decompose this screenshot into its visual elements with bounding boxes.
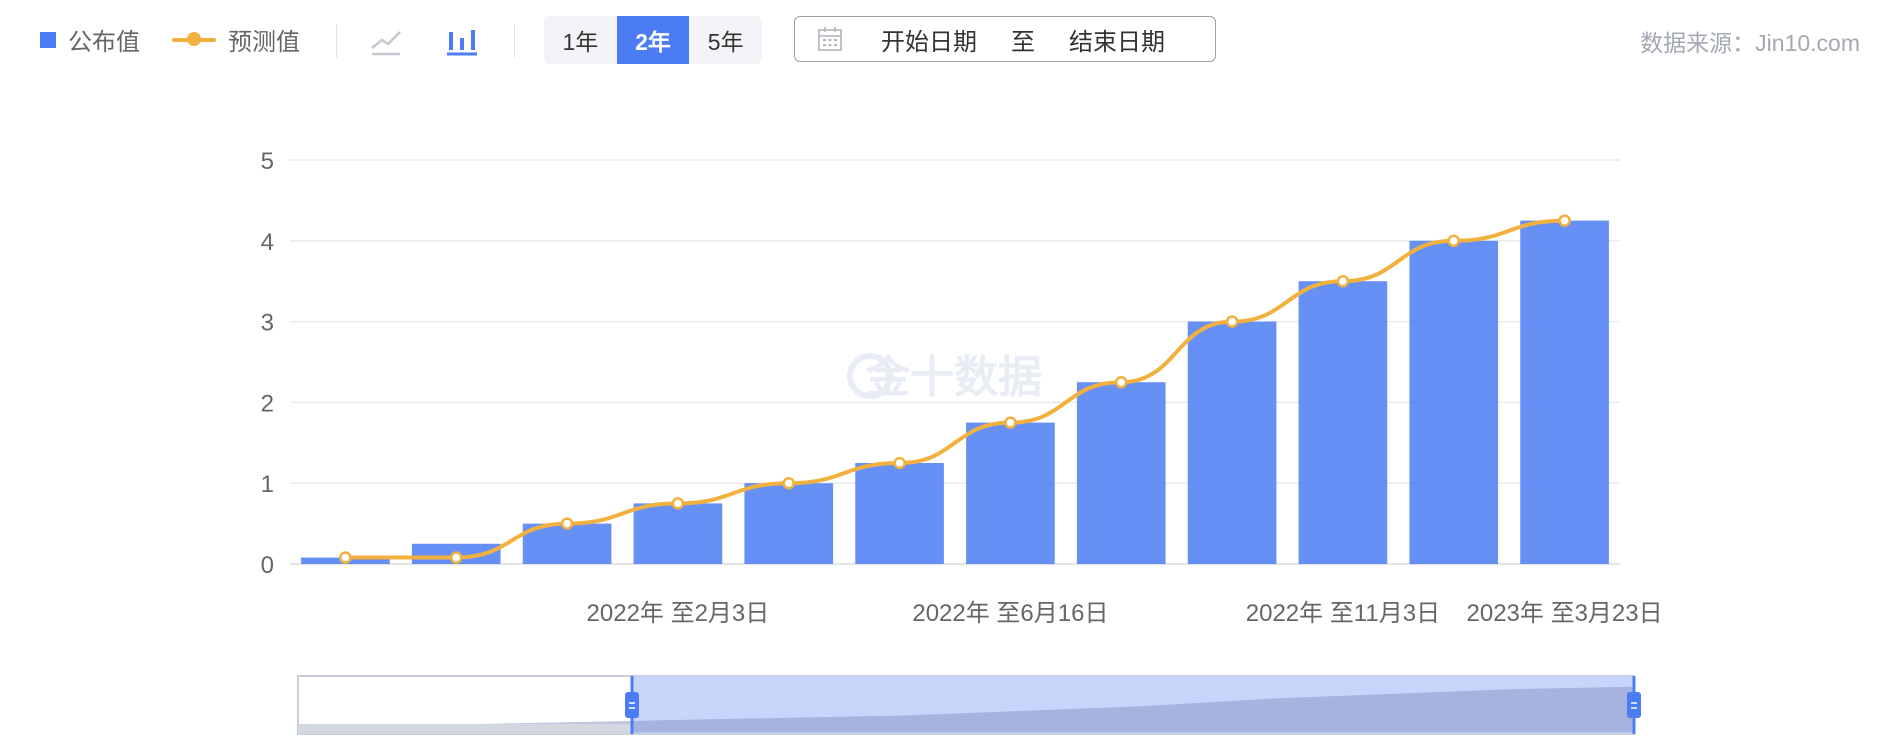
y-tick-label: 2 — [261, 390, 274, 417]
bar-actual-10[interactable] — [1298, 281, 1388, 564]
bar-actual-11[interactable] — [1409, 240, 1499, 565]
zoom-slider-outside-area — [298, 724, 632, 734]
legend-bar-swatch — [40, 31, 56, 48]
bar-actual-6[interactable] — [855, 463, 944, 564]
watermark-text: 金十数据 — [865, 352, 1042, 403]
y-tick-label: 1 — [261, 471, 274, 498]
legend-item-forecast[interactable]: 预测值 — [172, 22, 300, 57]
bar-actual-9[interactable] — [1187, 321, 1277, 564]
legend-label-forecast: 预测值 — [228, 29, 300, 56]
forecast-point-6[interactable] — [893, 456, 906, 470]
x-tick-label: 2022年 至2月3日 — [587, 600, 770, 627]
y-tick-label: 0 — [261, 552, 274, 579]
y-tick-label: 3 — [261, 310, 274, 337]
x-tick-label: 2022年 至6月16日 — [912, 600, 1108, 627]
range-selector: 1年 2年 5年 — [544, 16, 762, 64]
zoom-end-handle[interactable] — [1627, 692, 1641, 718]
range-1y-button[interactable]: 1年 — [562, 29, 599, 55]
start-date-field[interactable]: 开始日期 — [881, 28, 977, 56]
line-chart-icon — [371, 31, 401, 56]
calendar-icon — [818, 27, 842, 51]
legend-label-actual: 公布值 — [68, 29, 140, 56]
data-source: 数据来源：Jin10.com — [1640, 30, 1860, 56]
watermark-logo-icon — [847, 353, 893, 399]
line-chart-button[interactable] — [368, 22, 404, 58]
x-tick-label: 2023年 至3月23日 — [1467, 600, 1663, 627]
legend-item-actual[interactable]: 公布值 — [40, 22, 140, 57]
date-range-picker[interactable]: 开始日期 至 结束日期 — [794, 16, 1216, 62]
forecast-point-5[interactable] — [782, 476, 795, 490]
forecast-point-1[interactable] — [339, 551, 352, 564]
date-range-separator: 至 — [1011, 28, 1035, 56]
forecast-point-12[interactable] — [1558, 214, 1571, 227]
forecast-point-2[interactable] — [450, 551, 463, 564]
bar-chart-button[interactable] — [444, 22, 480, 58]
forecast-point-7[interactable] — [1004, 416, 1017, 429]
forecast-point-10[interactable] — [1336, 274, 1350, 288]
bar-actual-12[interactable] — [1520, 220, 1609, 564]
forecast-point-3[interactable] — [560, 517, 574, 530]
range-5y-button[interactable]: 5年 — [707, 29, 744, 55]
range-2y-button[interactable]: 2年 — [616, 16, 690, 64]
bar-actual-5[interactable] — [744, 483, 834, 564]
forecast-point-11[interactable] — [1447, 234, 1460, 248]
forecast-point-9[interactable] — [1225, 315, 1239, 328]
x-tick-label: 2022年 至11月3日 — [1246, 600, 1440, 627]
bar-actual-3[interactable] — [522, 523, 612, 564]
legend-line-swatch — [172, 31, 216, 46]
bar-actual-4[interactable] — [633, 503, 723, 564]
end-date-field[interactable]: 结束日期 — [1069, 28, 1165, 56]
forecast-point-4[interactable] — [671, 497, 685, 510]
zoom-start-handle[interactable] — [625, 692, 639, 718]
bar-chart-icon — [447, 30, 477, 56]
bar-actual-8[interactable] — [1076, 382, 1166, 564]
bar-actual-7[interactable] — [966, 422, 1055, 564]
y-tick-label: 5 — [261, 148, 274, 175]
forecast-point-8[interactable] — [1115, 375, 1128, 389]
y-tick-label: 4 — [261, 229, 274, 256]
chart-toolbar: 公布值 预测值 1年 2年 5年 — [0, 0, 1888, 80]
toolbar-divider — [336, 24, 337, 58]
toolbar-divider — [514, 24, 515, 58]
